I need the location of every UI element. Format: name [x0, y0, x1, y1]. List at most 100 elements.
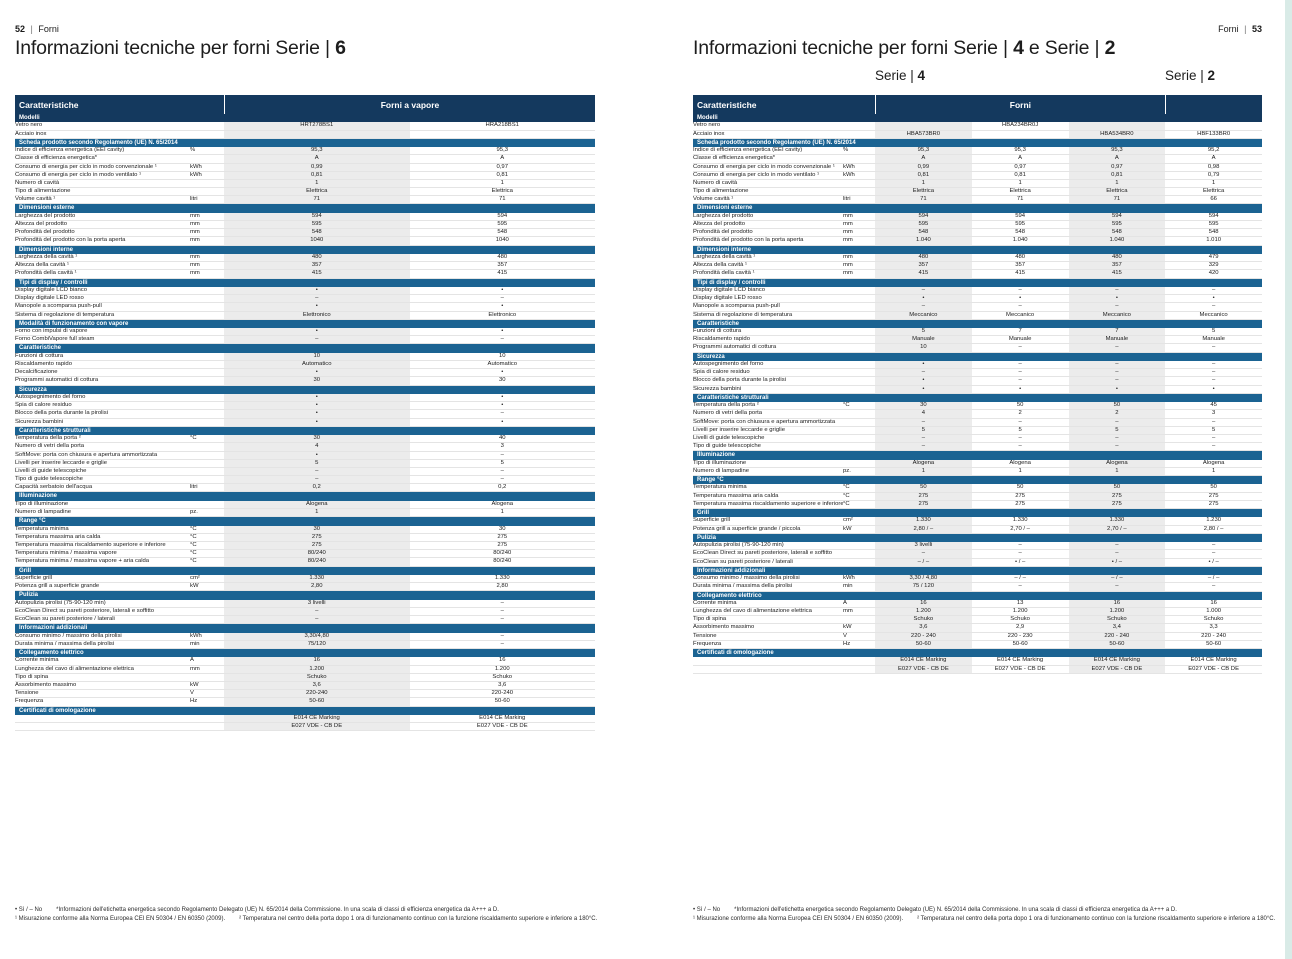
spec-unit: Hz	[843, 640, 851, 647]
spec-unit	[843, 559, 875, 566]
page-header-left: 52 | Forni	[15, 24, 59, 34]
spec-value: HBA534BR0	[1068, 130, 1166, 138]
spec-unit	[190, 369, 224, 376]
spec-value: 0,98	[1207, 163, 1220, 170]
spec-value: 595	[875, 221, 972, 229]
spec-unit: cm²	[843, 517, 853, 524]
spec-label: SoftMove: porta con chiusura e apertura …	[693, 418, 836, 425]
spec-value: •	[501, 286, 504, 293]
spec-unit	[190, 155, 224, 162]
spec-value: –	[1068, 583, 1166, 591]
spec-value: • / –	[1015, 558, 1026, 565]
spec-value: 5	[224, 459, 410, 467]
spec-value: –	[1018, 344, 1022, 351]
spec-value: 1.330	[1012, 517, 1028, 524]
spec-value: 1.200	[224, 665, 410, 673]
spec-row: Classe di efficienza energetica* A A A A	[693, 155, 1262, 164]
section-header-row: Sicurezza	[693, 352, 1262, 362]
spec-unit: V	[843, 632, 847, 639]
spec-value: 50	[1068, 484, 1166, 492]
spec-value: 0,81	[496, 171, 508, 178]
spec-value: 3	[1211, 410, 1216, 417]
spec-value: 5	[875, 328, 972, 336]
spec-row: Numero di cavità 1 1	[15, 179, 595, 189]
spec-label: Acciaio inox	[693, 130, 725, 137]
spec-row: EcoClean su pareti posteriore / laterali…	[693, 558, 1262, 567]
section-header-row: Certificati di omologazione	[693, 649, 1262, 658]
spec-value: 0,81	[875, 171, 972, 179]
spec-value: Alogena	[224, 500, 410, 509]
spec-value: Manuale	[1068, 336, 1166, 344]
spec-value	[1165, 122, 1262, 129]
spec-unit	[843, 188, 875, 195]
spec-row: Tipo di alimentazione Elettrica Elettrica	[15, 188, 595, 197]
spec-label: Tipo di guide telescopiche	[15, 476, 83, 483]
spec-label: Livelli per inserire leccarde e griglie	[15, 459, 108, 466]
spec-label: Altezza del prodotto	[15, 221, 68, 228]
spec-value: 3,30/4,80	[224, 632, 410, 640]
spec-label: Profondità del prodotto	[15, 229, 75, 236]
spec-value: 415	[875, 270, 972, 278]
title-segment: 4	[1013, 37, 1024, 59]
spec-row: Temperatura minima / massima vapore + ar…	[15, 558, 595, 567]
spec-value: E014 CE Marking	[1190, 657, 1237, 664]
spec-row: Sistema di regolazione di temperatura Ele…	[15, 311, 595, 320]
spec-value: 1.040	[1068, 237, 1166, 245]
spec-value	[972, 131, 1069, 138]
spec-value: 1.000	[1206, 608, 1221, 615]
spec-unit: mm	[843, 221, 853, 228]
spec-value: 16	[875, 599, 972, 608]
spec-value: Meccanico	[1006, 311, 1035, 318]
spec-label: Funzioni di cottura	[15, 352, 64, 359]
section-header-row: Range °C	[693, 476, 1262, 485]
spec-row: Profondità del prodotto con la porta ape…	[15, 237, 595, 246]
spec-label: Forno CombiVapore full steam	[15, 336, 95, 343]
serie-band: Serie | 4 Serie | 2	[693, 68, 1262, 88]
spec-value: 13	[1016, 599, 1024, 606]
spec-label: Assorbimento massimo	[15, 681, 77, 688]
section-header-row: Dimensioni esterne	[15, 204, 595, 213]
spec-value: 71	[1016, 196, 1024, 203]
spec-row: SoftMove: porta con chiusura e apertura …	[693, 418, 1262, 427]
spec-value: 1.330	[1068, 517, 1166, 525]
spec-label: Lunghezza del cavo di alimentazione elet…	[693, 608, 812, 615]
spec-unit	[190, 468, 224, 475]
spec-label: Display digitale LED rosso	[15, 295, 84, 302]
spec-unit	[843, 666, 875, 673]
section-header-row: Modelli	[15, 114, 595, 123]
spec-value: Elettrica	[875, 188, 972, 196]
spec-value: Elettrica	[1009, 188, 1031, 195]
spec-value: 3,6	[224, 681, 410, 690]
section-header-row: Dimensioni interne	[15, 245, 595, 254]
spec-label: Altezza del prodotto	[693, 221, 746, 228]
spec-label: SoftMove: porta con chiusura e apertura …	[15, 451, 158, 458]
spec-unit: kWh	[190, 171, 202, 178]
spec-value: 80/240	[493, 550, 512, 557]
footnote-energy-label: *Informazioni dell'etichetta energetica …	[56, 907, 499, 913]
spec-value: 1	[1018, 467, 1022, 474]
spec-unit: %	[190, 147, 196, 154]
spec-label: Superficie grill	[15, 574, 52, 581]
spec-unit: kW	[190, 681, 199, 688]
spec-value: Elettrica	[1202, 188, 1225, 195]
spec-value: Manuale	[1202, 336, 1225, 343]
section-header-row: Modelli	[693, 114, 1262, 123]
spec-row: Display digitale LCD bianco – – – –	[693, 286, 1262, 296]
spec-value: E014 CE Marking	[224, 714, 410, 723]
spec-unit: mm	[190, 221, 200, 228]
spec-unit	[843, 155, 875, 162]
spec-value: 3,30 / 4,80	[875, 575, 972, 583]
spec-value: •	[224, 418, 410, 426]
spec-table-serie6: Caratteristiche Forni a vapore Modelli Vetr…	[15, 95, 595, 732]
spec-label: Tipo di illuminazione	[693, 459, 747, 466]
spec-row: Indice di efficienza energetica (EEI cav…	[693, 147, 1262, 156]
spec-label: Spia di calore residuo	[15, 402, 72, 409]
spec-value: 0,2	[224, 484, 410, 492]
section-header-row: Pulizia	[693, 533, 1262, 543]
spec-unit: °C	[843, 484, 850, 491]
spec-label: Tipo di alimentazione	[15, 188, 71, 195]
spec-label: Durata minima / massima della pirolisi	[693, 583, 793, 590]
spec-value: 275	[224, 533, 410, 541]
spec-value: 95,3	[875, 147, 972, 155]
spec-unit	[190, 394, 224, 401]
